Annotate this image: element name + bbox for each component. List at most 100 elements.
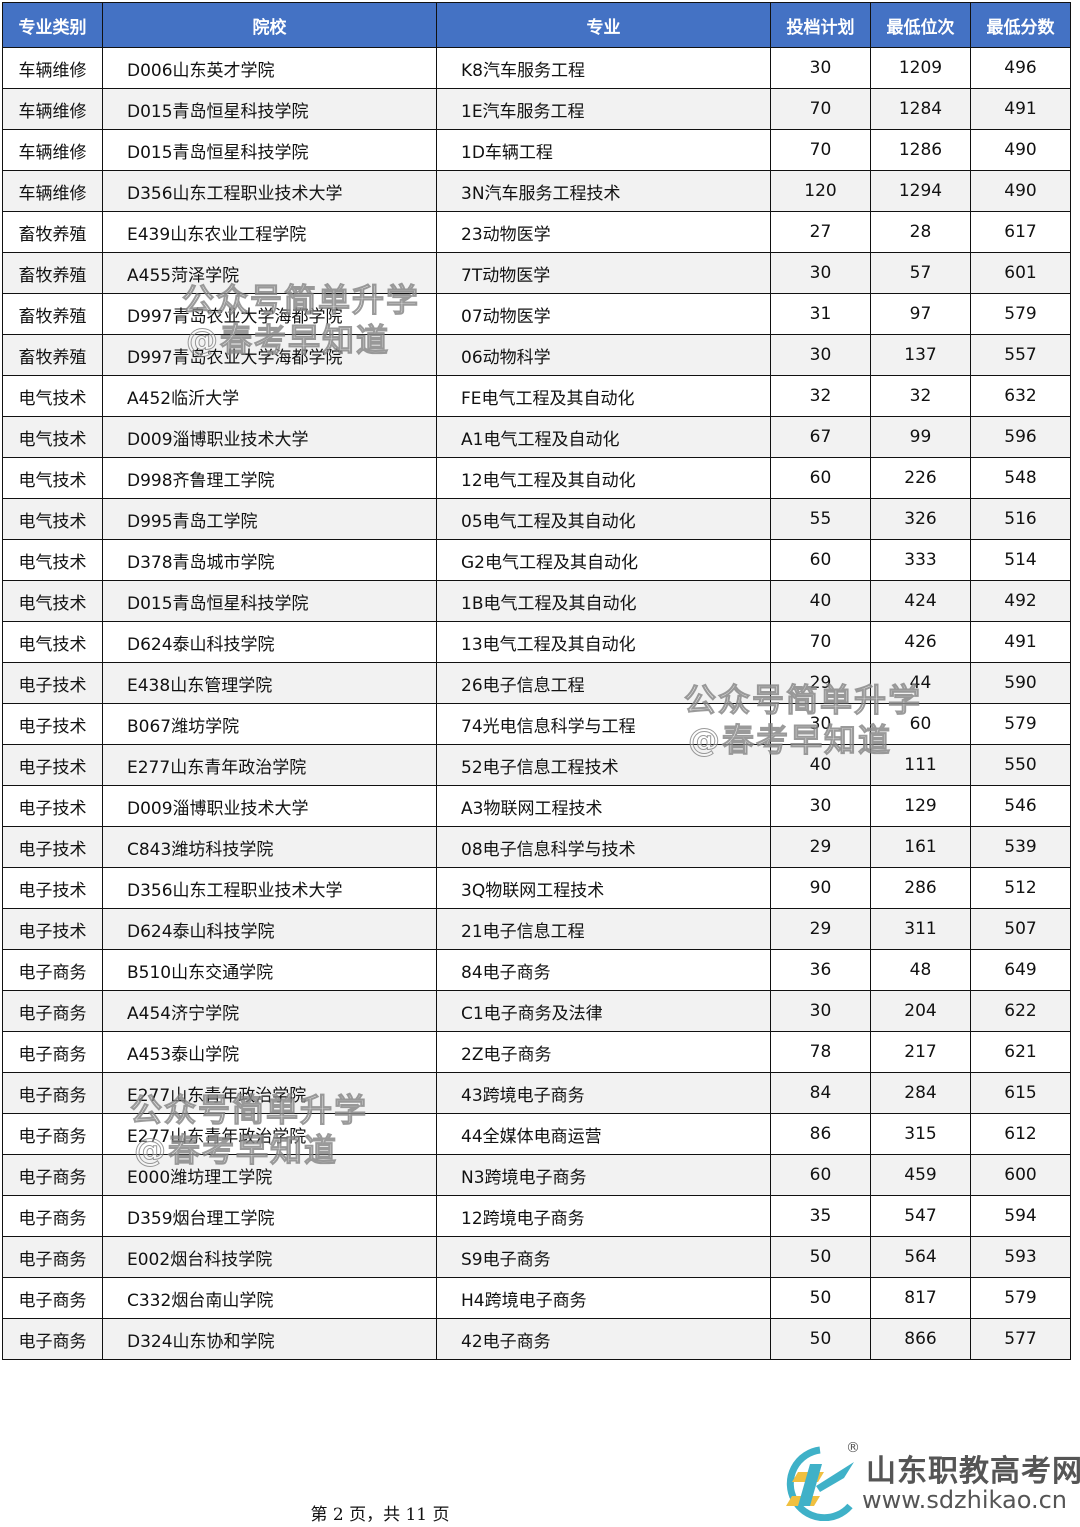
table-row: 电子商务 D324山东协和学院 42电子商务 50 866 577 — [2, 1318, 1071, 1360]
table-row: 电气技术 D009淄博职业技术大学 A1电气工程及自动化 67 99 596 — [2, 416, 1071, 458]
header-col-category: 专业类别 — [2, 2, 103, 48]
cell-col-school: D378青岛城市学院 — [102, 539, 437, 581]
cell-col-min-score: 491 — [970, 88, 1071, 130]
cell-col-plan: 55 — [770, 498, 871, 540]
cell-col-major: 07动物医学 — [436, 293, 771, 335]
cell-col-major: N3跨境电子商务 — [436, 1154, 771, 1196]
table-row: 电子商务 B510山东交通学院 84电子商务 36 48 649 — [2, 949, 1071, 991]
cell-col-major: K8汽车服务工程 — [436, 47, 771, 89]
cell-col-school: D006山东英才学院 — [102, 47, 437, 89]
cell-col-category: 电气技术 — [2, 621, 103, 663]
cell-col-plan: 30 — [770, 990, 871, 1032]
cell-col-min-rank: 564 — [870, 1236, 971, 1278]
cell-col-min-rank: 547 — [870, 1195, 971, 1237]
cell-col-major: A3物联网工程技术 — [436, 785, 771, 827]
cell-col-category: 电子商务 — [2, 949, 103, 991]
cell-col-min-rank: 217 — [870, 1031, 971, 1073]
cell-col-plan: 67 — [770, 416, 871, 458]
cell-col-min-rank: 48 — [870, 949, 971, 991]
cell-col-min-score: 514 — [970, 539, 1071, 581]
logo-k-icon — [786, 1446, 854, 1521]
cell-col-plan: 84 — [770, 1072, 871, 1114]
cell-col-min-score: 492 — [970, 580, 1071, 622]
cell-col-min-rank: 137 — [870, 334, 971, 376]
cell-col-category: 电子技术 — [2, 785, 103, 827]
page-footer: 第 2 页，共 11 页 — [310, 1505, 450, 1525]
cell-col-plan: 86 — [770, 1113, 871, 1155]
cell-col-major: 23动物医学 — [436, 211, 771, 253]
cell-col-category: 畜牧养殖 — [2, 334, 103, 376]
table-row: 电气技术 D015青岛恒星科技学院 1B电气工程及其自动化 40 424 492 — [2, 580, 1071, 622]
table-row: 电子商务 E277山东青年政治学院 43跨境电子商务 84 284 615 — [2, 1072, 1071, 1114]
cell-col-plan: 60 — [770, 1154, 871, 1196]
cell-col-min-rank: 311 — [870, 908, 971, 950]
cell-col-min-score: 617 — [970, 211, 1071, 253]
cell-col-plan: 50 — [770, 1277, 871, 1319]
cell-col-school: D009淄博职业技术大学 — [102, 785, 437, 827]
cell-col-school: D624泰山科技学院 — [102, 621, 437, 663]
header-col-min-rank: 最低位次 — [870, 2, 971, 48]
cell-col-category: 电气技术 — [2, 580, 103, 622]
cell-col-major: G2电气工程及其自动化 — [436, 539, 771, 581]
table-row: 畜牧养殖 A455菏泽学院 7T动物医学 30 57 601 — [2, 252, 1071, 294]
cell-col-min-score: 579 — [970, 703, 1071, 745]
cell-col-plan: 60 — [770, 457, 871, 499]
table-row: 电子技术 C843潍坊科技学院 08电子信息科学与技术 29 161 539 — [2, 826, 1071, 868]
cell-col-school: D624泰山科技学院 — [102, 908, 437, 950]
cell-col-major: 2Z电子商务 — [436, 1031, 771, 1073]
cell-col-min-score: 577 — [970, 1318, 1071, 1360]
cell-col-min-score: 649 — [970, 949, 1071, 991]
cell-col-min-score: 557 — [970, 334, 1071, 376]
table-row: 电子商务 A453泰山学院 2Z电子商务 78 217 621 — [2, 1031, 1071, 1073]
cell-col-major: 3N汽车服务工程技术 — [436, 170, 771, 212]
cell-col-major: C1电子商务及法律 — [436, 990, 771, 1032]
cell-col-category: 电子商务 — [2, 1195, 103, 1237]
cell-col-school: E000潍坊理工学院 — [102, 1154, 437, 1196]
cell-col-major: 05电气工程及其自动化 — [436, 498, 771, 540]
table-row: 电气技术 A452临沂大学 FE电气工程及其自动化 32 32 632 — [2, 375, 1071, 417]
table-row: 畜牧养殖 E439山东农业工程学院 23动物医学 27 28 617 — [2, 211, 1071, 253]
cell-col-school: A454济宁学院 — [102, 990, 437, 1032]
cell-col-min-score: 593 — [970, 1236, 1071, 1278]
cell-col-min-score: 490 — [970, 129, 1071, 171]
cell-col-category: 电子技术 — [2, 662, 103, 704]
cell-col-school: A455菏泽学院 — [102, 252, 437, 294]
cell-col-major: 1E汽车服务工程 — [436, 88, 771, 130]
cell-col-category: 电子技术 — [2, 826, 103, 868]
cell-col-category: 车辆维修 — [2, 129, 103, 171]
cell-col-plan: 30 — [770, 252, 871, 294]
cell-col-min-rank: 111 — [870, 744, 971, 786]
cell-col-plan: 36 — [770, 949, 871, 991]
cell-col-school: E002烟台科技学院 — [102, 1236, 437, 1278]
cell-col-category: 车辆维修 — [2, 88, 103, 130]
cell-col-min-score: 615 — [970, 1072, 1071, 1114]
cell-col-school: B510山东交通学院 — [102, 949, 437, 991]
cell-col-school: D997青岛农业大学海都学院 — [102, 293, 437, 335]
cell-col-school: D015青岛恒星科技学院 — [102, 580, 437, 622]
cell-col-min-score: 579 — [970, 1277, 1071, 1319]
cell-col-major: 43跨境电子商务 — [436, 1072, 771, 1114]
table-row: 畜牧养殖 D997青岛农业大学海都学院 07动物医学 31 97 579 — [2, 293, 1071, 335]
cell-col-school: D356山东工程职业技术大学 — [102, 170, 437, 212]
cell-col-min-rank: 226 — [870, 457, 971, 499]
cell-col-min-rank: 129 — [870, 785, 971, 827]
table-row: 电子商务 E277山东青年政治学院 44全媒体电商运营 86 315 612 — [2, 1113, 1071, 1155]
cell-col-min-score: 491 — [970, 621, 1071, 663]
table-row: 电子技术 D009淄博职业技术大学 A3物联网工程技术 30 129 546 — [2, 785, 1071, 827]
cell-col-school: A453泰山学院 — [102, 1031, 437, 1073]
header-col-min-score: 最低分数 — [970, 2, 1071, 48]
table-row: 电子商务 A454济宁学院 C1电子商务及法律 30 204 622 — [2, 990, 1071, 1032]
cell-col-min-score: 490 — [970, 170, 1071, 212]
cell-col-category: 电气技术 — [2, 539, 103, 581]
table-row: 畜牧养殖 D997青岛农业大学海都学院 06动物科学 30 137 557 — [2, 334, 1071, 376]
cell-col-school: D324山东协和学院 — [102, 1318, 437, 1360]
table-row: 电子商务 C332烟台南山学院 H4跨境电子商务 50 817 579 — [2, 1277, 1071, 1319]
cell-col-school: D998齐鲁理工学院 — [102, 457, 437, 499]
header-col-plan: 投档计划 — [770, 2, 871, 48]
table-row: 电子技术 E438山东管理学院 26电子信息工程 29 44 590 — [2, 662, 1071, 704]
cell-col-school: D359烟台理工学院 — [102, 1195, 437, 1237]
cell-col-major: FE电气工程及其自动化 — [436, 375, 771, 417]
cell-col-category: 电子技术 — [2, 703, 103, 745]
cell-col-school: B067潍坊学院 — [102, 703, 437, 745]
cell-col-min-score: 516 — [970, 498, 1071, 540]
